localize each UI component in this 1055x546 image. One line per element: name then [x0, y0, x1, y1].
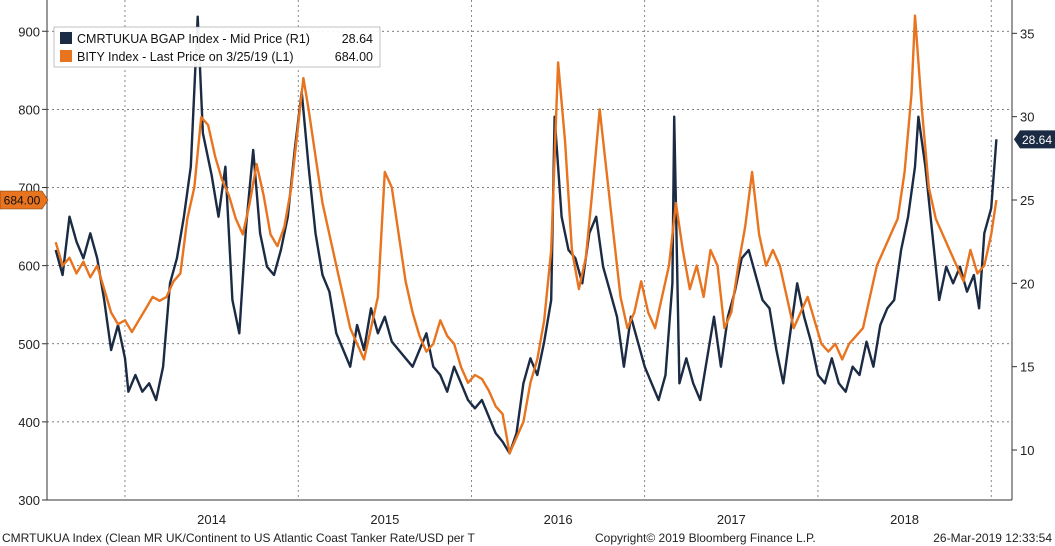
- series-layer: [54, 14, 998, 455]
- axes: [46, 0, 1013, 501]
- legend-box: [53, 26, 381, 68]
- x-tick-label: 2016: [544, 512, 573, 527]
- legend-value-series-1: 28.64: [342, 32, 373, 46]
- x-tick-label: 2015: [370, 512, 399, 527]
- right-last-value-tag: [1014, 130, 1055, 149]
- series-line-1: [54, 15, 998, 455]
- footer-copyright: Copyright© 2019 Bloomberg Finance L.P.: [595, 531, 816, 545]
- x-tick-label: 2017: [717, 512, 746, 527]
- legend-label-series-1: CMRTUKUA BGAP Index - Mid Price (R1): [77, 32, 310, 46]
- legend-label-series-2: BITY Index - Last Price on 3/25/19 (L1): [77, 50, 294, 64]
- right-tick-label: 35: [1020, 26, 1034, 41]
- left-tick-label: 600: [18, 259, 40, 274]
- footer-timestamp: 26-Mar-2019 12:33:54: [933, 531, 1052, 545]
- left-last-value-tag: [0, 190, 49, 210]
- legend: CMRTUKUA BGAP Index - Mid Price (R1) 28.…: [53, 26, 381, 68]
- left-tick-label: 900: [18, 24, 40, 39]
- last-value-tags: 28.64 684.00: [0, 130, 1055, 210]
- right-axis-ticks: 10 15 20 25 30 35: [1012, 26, 1034, 458]
- right-tick-label: 10: [1020, 443, 1034, 458]
- right-tick-label: 25: [1020, 193, 1034, 208]
- right-tick-label: 30: [1020, 110, 1034, 125]
- legend-swatch-series-2: [60, 50, 72, 62]
- right-tick-label: 15: [1020, 360, 1034, 375]
- footer-description: CMRTUKUA Index (Clean MR UK/Continent to…: [2, 531, 476, 545]
- x-tick-label: 2014: [197, 512, 226, 527]
- right-last-value-text: 28.64: [1022, 133, 1052, 147]
- legend-swatch-series-1: [60, 32, 72, 44]
- series-line-2: [54, 14, 998, 455]
- x-axis-labels: 201420152016201720182019: [197, 512, 919, 527]
- left-last-value-text: 684.00: [4, 194, 41, 208]
- right-tick-label: 20: [1020, 276, 1034, 291]
- legend-value-series-2: 684.00: [335, 50, 373, 64]
- left-tick-label: 400: [18, 415, 40, 430]
- left-tick-label: 300: [18, 493, 40, 508]
- left-tick-label: 800: [18, 102, 40, 117]
- left-tick-label: 500: [18, 337, 40, 352]
- x-tick-label: 2018: [890, 512, 919, 527]
- grid: [47, 0, 1012, 501]
